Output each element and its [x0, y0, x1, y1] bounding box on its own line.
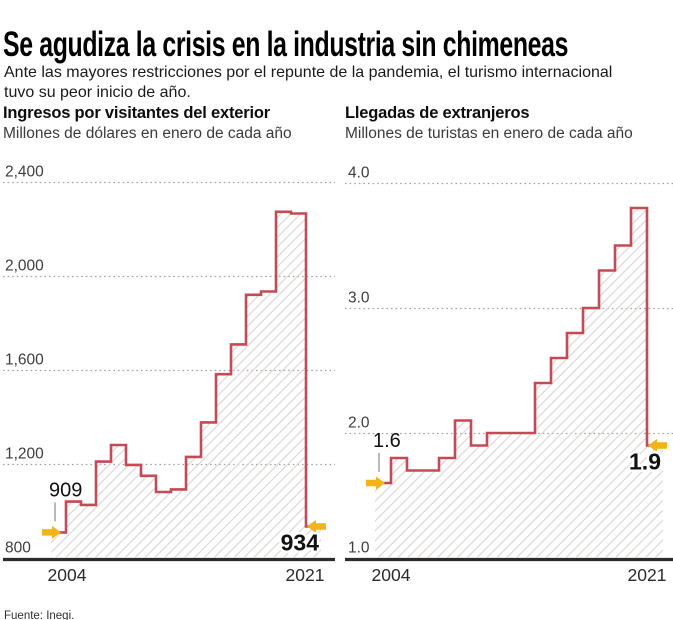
- gridlines: 2,400 2,000 1,600 1,200 800: [3, 164, 335, 562]
- end-value-label: 934: [281, 530, 320, 556]
- arrivals-chart-title: Llegadas de extranjeros: [345, 104, 530, 122]
- y-tick-label: 2.0: [348, 415, 370, 432]
- step-line: [375, 206, 663, 485]
- revenue-chart-subtitle: Millones de dólares en enero de cada año: [3, 125, 292, 142]
- step-line: [51, 210, 321, 534]
- end-marker-icon: [648, 439, 667, 452]
- y-tick-label: 1.0: [348, 540, 370, 557]
- start-value-label: 1.6: [373, 430, 401, 452]
- source-note: Fuente: Inegi.: [4, 609, 75, 620]
- y-tick-label: 2,400: [5, 164, 44, 181]
- y-tick-label: 1,600: [5, 352, 44, 369]
- hatch-area-fill: [51, 211, 321, 559]
- y-tick-label: 800: [5, 540, 31, 557]
- page-subtitle: Ante las mayores restricciones por el re…: [4, 64, 613, 101]
- page-title: Se agudiza la crisis en la industria sin…: [3, 25, 569, 65]
- x-tick-label-first: 2004: [48, 565, 87, 585]
- end-marker-icon: [307, 520, 326, 534]
- x-tick-label-last: 2021: [628, 565, 667, 585]
- hatch-area-fill: [375, 208, 663, 558]
- x-tick-label-first: 2004: [372, 565, 411, 585]
- start-value-label: 909: [49, 479, 82, 501]
- start-marker-icon: [366, 476, 385, 490]
- y-tick-label: 1,200: [5, 446, 44, 463]
- arrivals-chart-subtitle: Millones de turistas en enero de cada añ…: [345, 125, 633, 142]
- revenue-chart-block: Ingresos por visitantes del exterior Mil…: [3, 104, 335, 585]
- x-tick-label-last: 2021: [286, 565, 325, 585]
- revenue-chart-title: Ingresos por visitantes del exterior: [3, 104, 270, 122]
- arrivals-chart-block: Llegadas de extranjeros Millones de turi…: [345, 104, 673, 585]
- revenue-step-chart: 2,400 2,000 1,600 1,200 800 2004 2021 909 934: [3, 164, 335, 585]
- y-tick-label: 3.0: [348, 290, 370, 307]
- gridlines: 4.0 3.0 2.0 1.0: [345, 165, 673, 562]
- start-marker-icon: [42, 525, 61, 539]
- y-tick-label: 2,000: [5, 258, 44, 275]
- y-tick-label: 4.0: [348, 165, 370, 182]
- end-value-label: 1.9: [629, 449, 661, 475]
